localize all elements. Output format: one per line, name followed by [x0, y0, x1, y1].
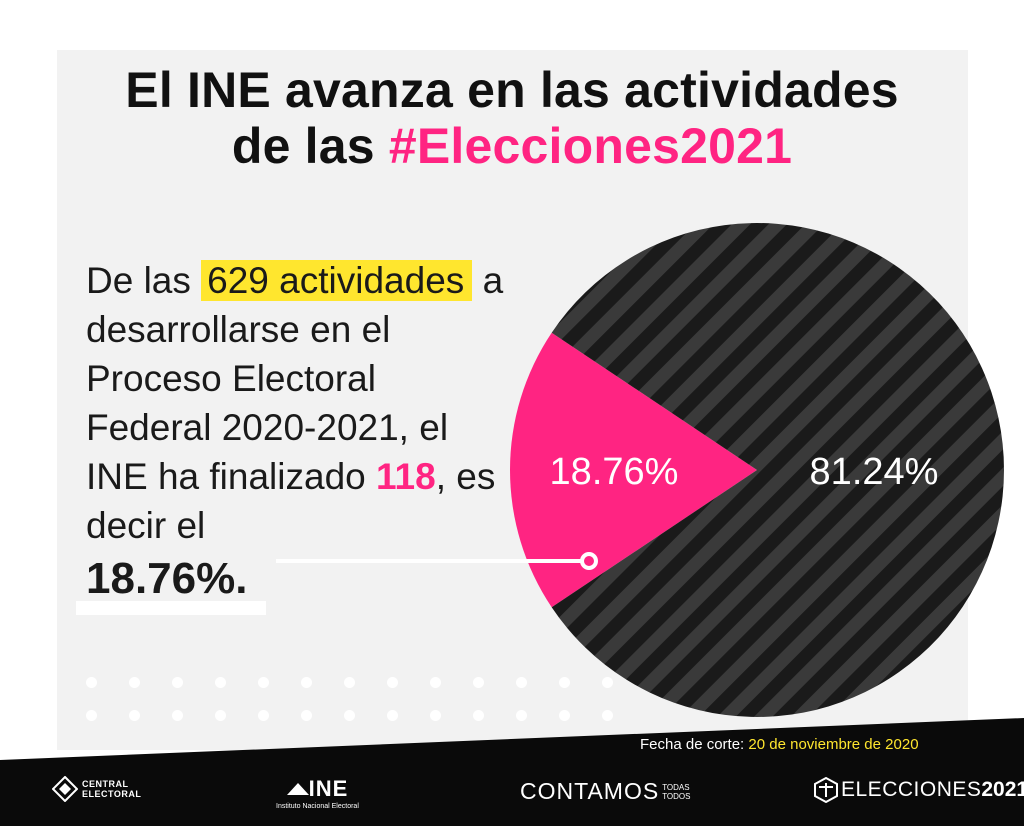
decorative-dot [559, 710, 570, 721]
decorative-dot [86, 677, 97, 688]
central-line-2: ELECTORAL [82, 789, 142, 799]
decorative-dot [387, 710, 398, 721]
ine-logo: INE Instituto Nacional Electoral [276, 776, 359, 810]
decorative-dot [430, 710, 441, 721]
desc-finished-count: 118 [376, 456, 436, 497]
decorative-dot [473, 677, 484, 688]
pie-slice-label: 18.76% [550, 451, 679, 493]
pie-slice [510, 332, 757, 608]
callout-dot [580, 552, 598, 570]
ine-subtitle: Instituto Nacional Electoral [276, 803, 359, 810]
pie-labels: 18.76% 81.24% [550, 451, 939, 493]
ine-name: INE [308, 776, 349, 801]
desc-part-2: a desarrollarse en el Proceso Electoral … [86, 260, 504, 497]
desc-part-1: De las [86, 260, 202, 301]
decorative-dot [344, 710, 355, 721]
decorative-dot [258, 677, 269, 688]
title-line-2-prefix: de las [231, 118, 389, 174]
contamos-main: CONTAMOS [520, 778, 660, 804]
central-electoral-logo: CENTRAL ELECTORAL [52, 776, 141, 802]
decorative-dot [129, 677, 140, 688]
decorative-dot [602, 677, 613, 688]
decorative-dot [172, 710, 183, 721]
decorative-dot [516, 677, 527, 688]
decorative-dot [129, 710, 140, 721]
desc-part-3: , es decir el [86, 456, 496, 546]
description-text: De las 629 actividades a desarrollarse e… [86, 256, 506, 605]
pie-slice [551, 222, 1004, 717]
elecciones-word: ELECCIONES [841, 778, 982, 801]
decorative-bar [76, 601, 266, 615]
pie-slice-label: 81.24% [810, 451, 939, 493]
desc-highlight: 629 actividades [201, 260, 473, 301]
elecciones-logo: ELECCIONES 2021 [814, 777, 1024, 803]
decorative-dot [172, 677, 183, 688]
ine-icon [286, 783, 309, 795]
callout [276, 552, 598, 570]
decorative-dot [215, 677, 226, 688]
ballot-box-icon [814, 777, 838, 803]
cutoff-date-label: Fecha de corte: [640, 736, 749, 753]
contamos-logo: CONTAMOS TODAS TODOS [520, 778, 691, 805]
cutoff-date: Fecha de corte: 20 de noviembre de 2020 [640, 736, 919, 753]
decorative-dot [387, 677, 398, 688]
decorative-dot [559, 677, 570, 688]
decorative-dot [516, 710, 527, 721]
dot-pattern [86, 677, 626, 737]
title-line-1: El INE avanza en las actividades [125, 62, 899, 118]
contamos-small-2: TODOS [662, 791, 691, 801]
pie-slices [510, 222, 1004, 717]
page-title: El INE avanza en las actividades de las … [0, 62, 1024, 174]
decorative-dot [473, 710, 484, 721]
decorative-dot [86, 710, 97, 721]
elecciones-year: 2021 [981, 778, 1024, 801]
desc-percent: 18.76%. [86, 554, 248, 603]
central-line-1: CENTRAL [82, 779, 129, 789]
title-hashtag: #Elecciones2021 [388, 118, 793, 174]
central-electoral-icon [52, 776, 78, 802]
decorative-dot [344, 677, 355, 688]
decorative-dot [301, 710, 312, 721]
decorative-dot [430, 677, 441, 688]
decorative-dot [602, 710, 613, 721]
title-line-2: de las #Elecciones2021 [0, 118, 1024, 174]
cutoff-date-value: 20 de noviembre de 2020 [748, 736, 919, 753]
decorative-dot [215, 710, 226, 721]
decorative-dot [258, 710, 269, 721]
contamos-small-1: TODAS [662, 782, 690, 792]
decorative-dot [301, 677, 312, 688]
